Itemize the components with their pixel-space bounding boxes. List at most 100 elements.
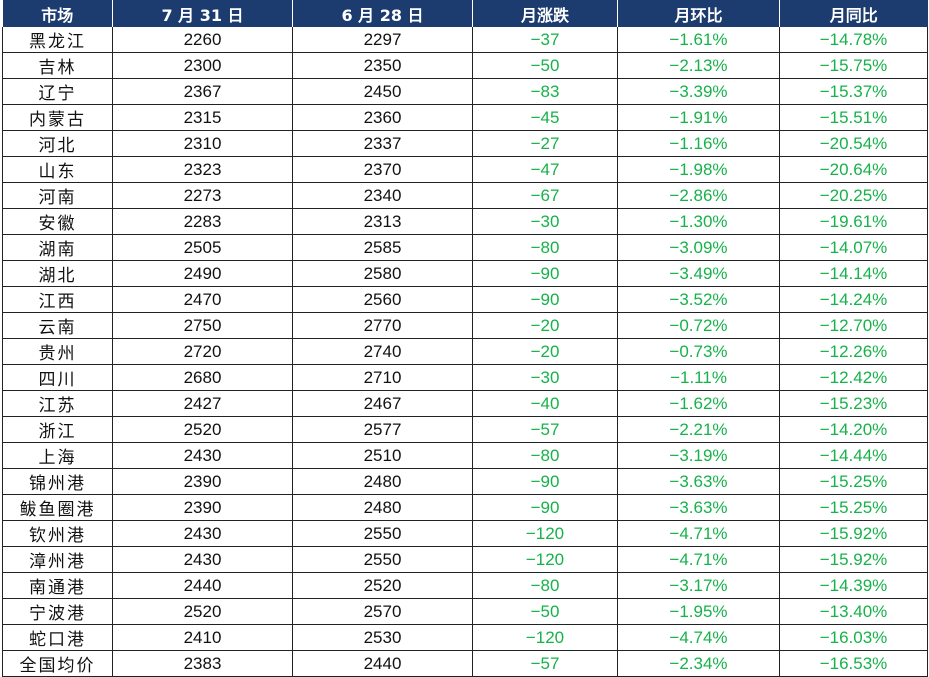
table-row: 宁波港 2520 2570 −50 −1.95% −13.40% [2, 598, 928, 625]
cell-mom: −0.73% [617, 338, 780, 365]
cell-yoy: −12.26% [779, 338, 928, 365]
cell-yoy: −15.75% [779, 52, 928, 79]
table-row: 全国均价 2383 2440 −57 −2.34% −16.53% [2, 650, 928, 677]
cell-yoy: −14.44% [779, 442, 928, 469]
cell-mom: −4.74% [617, 624, 780, 651]
cell-jul31: 2430 [112, 546, 293, 573]
table-row: 漳州港 2430 2550 −120 −4.71% −15.92% [2, 546, 928, 573]
cell-monthly-change: −57 [472, 650, 618, 677]
cell-market: 上海 [2, 442, 113, 469]
cell-jun28: 2337 [292, 130, 473, 157]
cell-jun28: 2560 [292, 286, 473, 313]
cell-monthly-change: −50 [472, 598, 618, 625]
cell-monthly-change: −90 [472, 286, 618, 313]
cell-yoy: −20.25% [779, 182, 928, 209]
cell-yoy: −14.20% [779, 416, 928, 443]
header-row: 市场 7 月 31 日 6 月 28 日 月涨跌 月环比 月同比 [2, 0, 928, 27]
cell-market: 全国均价 [2, 650, 113, 677]
cell-monthly-change: −90 [472, 468, 618, 495]
cell-monthly-change: −80 [472, 572, 618, 599]
table-row: 湖北 2490 2580 −90 −3.49% −14.14% [2, 260, 928, 287]
cell-market: 湖北 [2, 260, 113, 287]
cell-market: 吉林 [2, 52, 113, 79]
cell-mom: −1.11% [617, 364, 780, 391]
cell-monthly-change: −83 [472, 78, 618, 105]
cell-jun28: 2585 [292, 234, 473, 261]
cell-jul31: 2750 [112, 312, 293, 339]
table-row: 安徽 2283 2313 −30 −1.30% −19.61% [2, 208, 928, 235]
cell-jul31: 2470 [112, 286, 293, 313]
cell-mom: −1.30% [617, 208, 780, 235]
cell-jun28: 2580 [292, 260, 473, 287]
cell-jun28: 2530 [292, 624, 473, 651]
cell-monthly-change: −120 [472, 520, 618, 547]
cell-jun28: 2370 [292, 156, 473, 183]
cell-yoy: −16.53% [779, 650, 928, 677]
table-row: 蛇口港 2410 2530 −120 −4.74% −16.03% [2, 624, 928, 651]
table-body: 黑龙江 2260 2297 −37 −1.61% −14.78% 吉林 2300 2350 −50… [2, 27, 928, 677]
cell-jun28: 2440 [292, 650, 473, 677]
cell-yoy: −20.64% [779, 156, 928, 183]
cell-market: 宁波港 [2, 598, 113, 625]
cell-yoy: −16.03% [779, 624, 928, 651]
table-row: 河北 2310 2337 −27 −1.16% −20.54% [2, 130, 928, 157]
cell-market: 南通港 [2, 572, 113, 599]
cell-monthly-change: −67 [472, 182, 618, 209]
cell-market: 鲅鱼圈港 [2, 494, 113, 521]
cell-monthly-change: −90 [472, 494, 618, 521]
table-header: 市场 7 月 31 日 6 月 28 日 月涨跌 月环比 月同比 [2, 0, 928, 27]
cell-jun28: 2520 [292, 572, 473, 599]
cell-mom: −3.39% [617, 78, 780, 105]
table-row: 四川 2680 2710 −30 −1.11% −12.42% [2, 364, 928, 391]
cell-jul31: 2430 [112, 442, 293, 469]
table-row: 江苏 2427 2467 −40 −1.62% −15.23% [2, 390, 928, 417]
cell-jun28: 2360 [292, 104, 473, 131]
cell-jun28: 2577 [292, 416, 473, 443]
cell-market: 湖南 [2, 234, 113, 261]
cell-monthly-change: −30 [472, 208, 618, 235]
cell-market: 蛇口港 [2, 624, 113, 651]
cell-mom: −2.21% [617, 416, 780, 443]
cell-mom: −3.49% [617, 260, 780, 287]
cell-jul31: 2430 [112, 520, 293, 547]
cell-mom: −2.34% [617, 650, 780, 677]
cell-jun28: 2313 [292, 208, 473, 235]
table-row: 浙江 2520 2577 −57 −2.21% −14.20% [2, 416, 928, 443]
cell-jul31: 2490 [112, 260, 293, 287]
cell-monthly-change: −57 [472, 416, 618, 443]
cell-jun28: 2297 [292, 27, 473, 53]
header-yoy: 月同比 [779, 0, 928, 27]
cell-yoy: −20.54% [779, 130, 928, 157]
table-row: 鲅鱼圈港 2390 2480 −90 −3.63% −15.25% [2, 494, 928, 521]
cell-jun28: 2340 [292, 182, 473, 209]
cell-mom: −1.62% [617, 390, 780, 417]
cell-jul31: 2505 [112, 234, 293, 261]
cell-jul31: 2720 [112, 338, 293, 365]
cell-market: 云南 [2, 312, 113, 339]
cell-monthly-change: −37 [472, 27, 618, 53]
cell-mom: −3.63% [617, 468, 780, 495]
cell-jun28: 2480 [292, 494, 473, 521]
table-row: 钦州港 2430 2550 −120 −4.71% −15.92% [2, 520, 928, 547]
cell-market: 浙江 [2, 416, 113, 443]
cell-jul31: 2410 [112, 624, 293, 651]
cell-market: 漳州港 [2, 546, 113, 573]
cell-mom: −0.72% [617, 312, 780, 339]
cell-market: 黑龙江 [2, 27, 113, 53]
header-mom: 月环比 [617, 0, 780, 27]
cell-yoy: −12.42% [779, 364, 928, 391]
cell-monthly-change: −20 [472, 338, 618, 365]
cell-monthly-change: −47 [472, 156, 618, 183]
cell-market: 内蒙古 [2, 104, 113, 131]
cell-jul31: 2383 [112, 650, 293, 677]
cell-yoy: −14.07% [779, 234, 928, 261]
cell-market: 江苏 [2, 390, 113, 417]
cell-market: 山东 [2, 156, 113, 183]
cell-monthly-change: −90 [472, 260, 618, 287]
cell-market: 贵州 [2, 338, 113, 365]
cell-mom: −3.52% [617, 286, 780, 313]
cell-jul31: 2283 [112, 208, 293, 235]
cell-jul31: 2390 [112, 468, 293, 495]
cell-mom: −2.13% [617, 52, 780, 79]
cell-mom: −1.98% [617, 156, 780, 183]
